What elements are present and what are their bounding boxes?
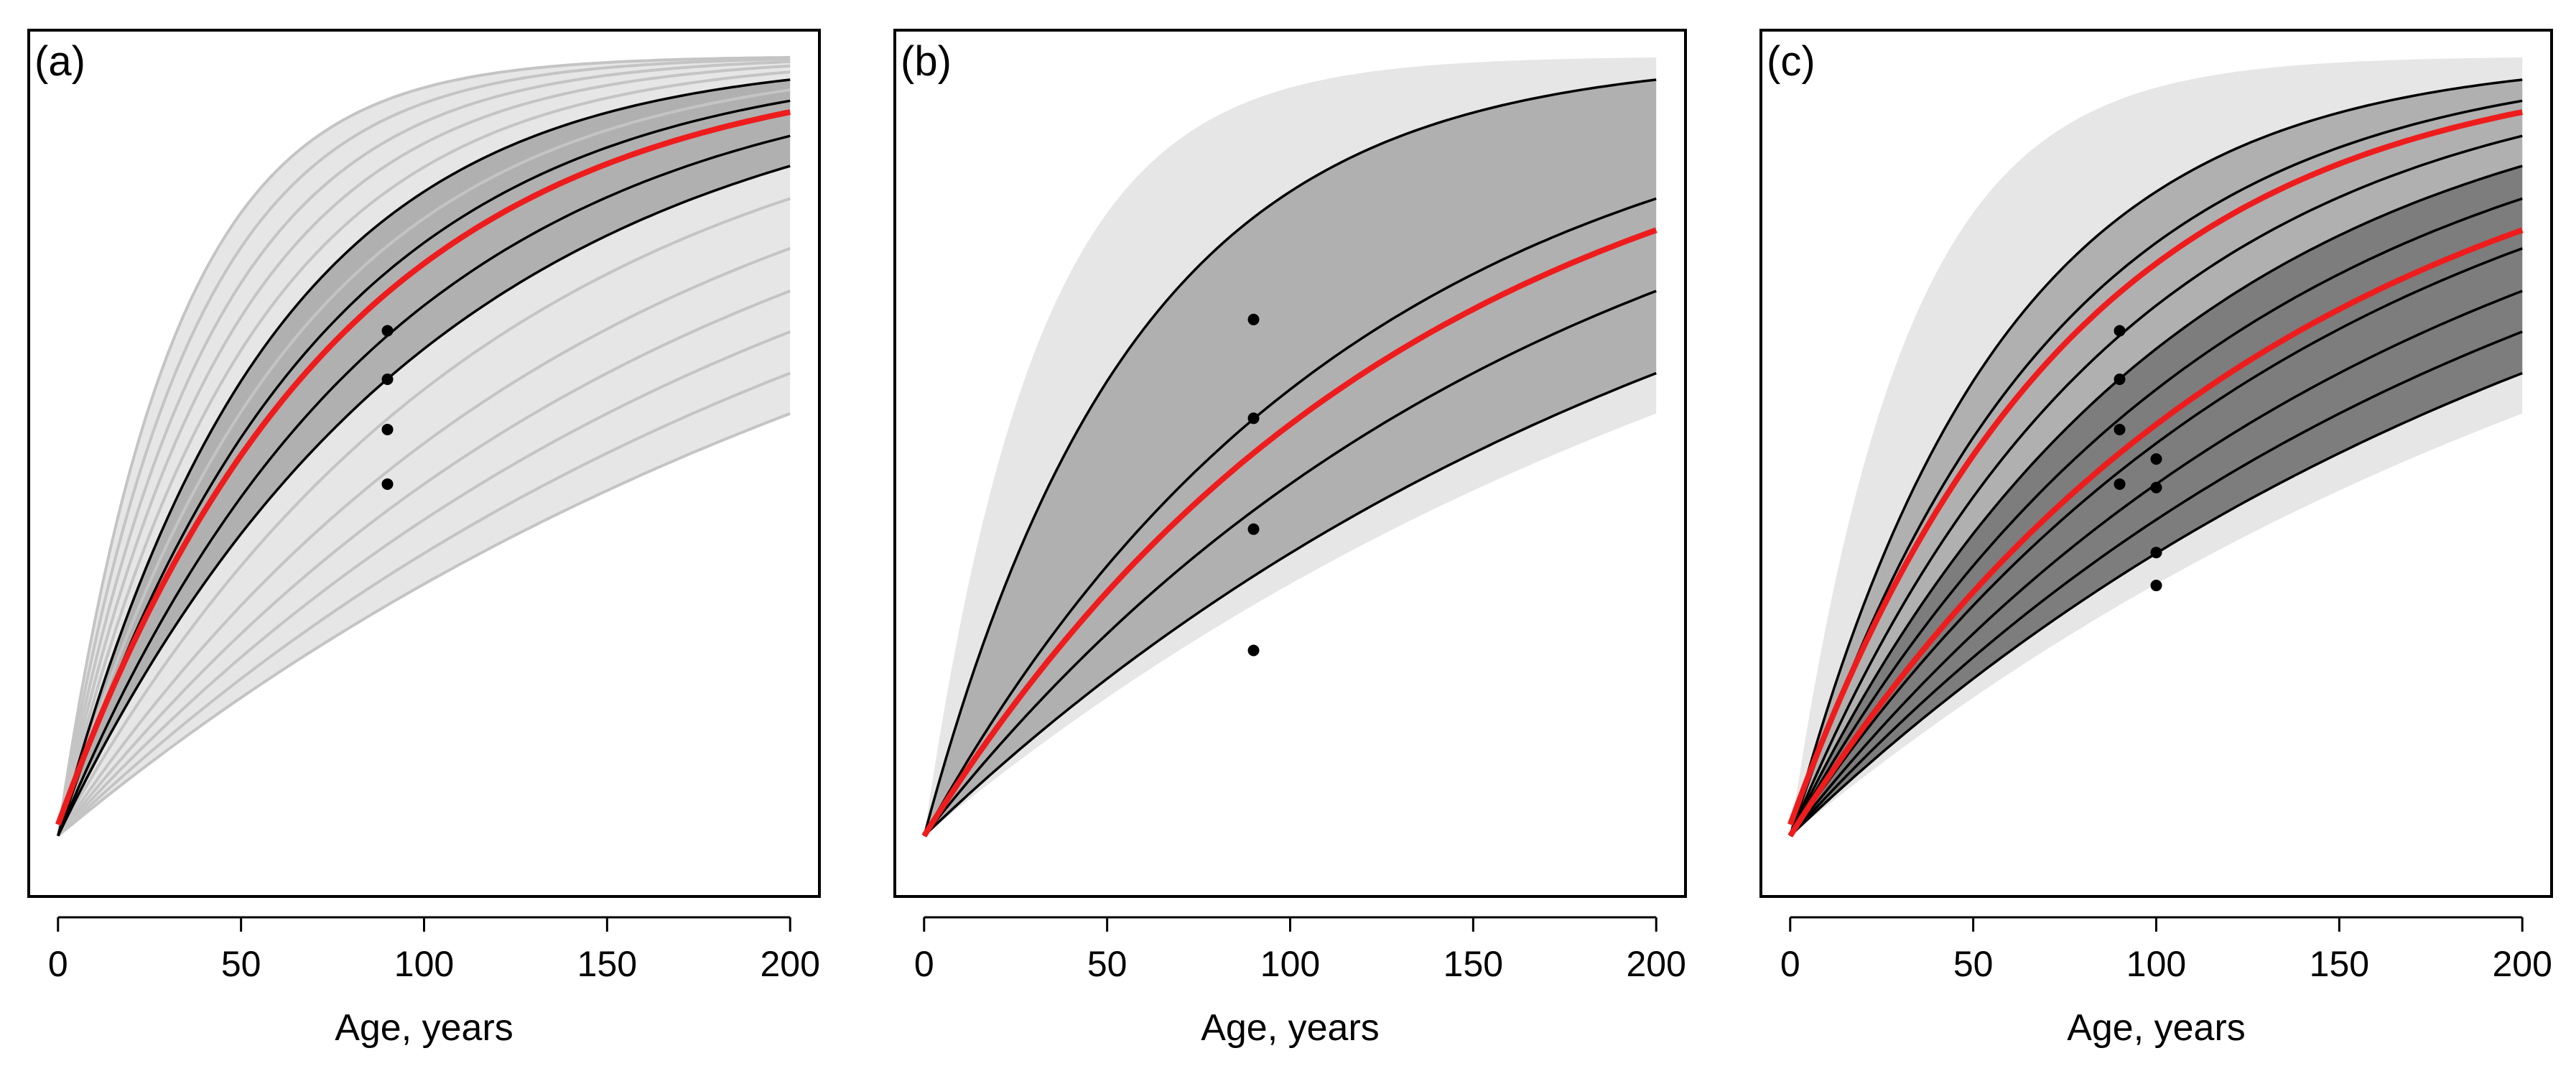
x-tick-label: 50: [1087, 944, 1127, 984]
x-tick-label: 200: [1627, 944, 1686, 984]
data-point: [1247, 313, 1260, 325]
data-point: [2114, 423, 2126, 435]
red-curve: [921, 227, 1657, 838]
black-curve: [1789, 164, 2523, 837]
gray-curve: [56, 88, 791, 837]
black-curve: [923, 197, 1657, 837]
red-curve: [55, 109, 791, 826]
x-tick-label: 100: [2126, 944, 2186, 984]
x-tick-label: 150: [577, 944, 637, 984]
black-curve: [1789, 134, 2523, 837]
black-curve: [923, 289, 1657, 837]
gray-curve: [56, 64, 791, 837]
data-point: [1247, 412, 1260, 425]
gray-curve: [57, 289, 791, 837]
plot-frame: [1759, 29, 2553, 898]
data-point: [2150, 481, 2162, 493]
data-point: [1247, 644, 1260, 657]
data-point: [1247, 523, 1260, 535]
black-curve: [1789, 78, 2523, 837]
gray-curve: [56, 57, 791, 836]
data-point: [381, 325, 394, 337]
black-curve: [1789, 99, 2523, 837]
data-point: [2114, 478, 2126, 490]
black-curve: [57, 134, 791, 837]
background-band: [57, 57, 791, 836]
plot-frame: [27, 29, 821, 898]
inner-band: [924, 80, 1657, 836]
gray-curve: [57, 330, 791, 837]
black-curve: [57, 164, 791, 837]
data-point: [2114, 325, 2126, 337]
data-point: [2150, 453, 2162, 465]
x-tick-label: 100: [394, 944, 454, 984]
x-tick-label: 150: [2310, 944, 2369, 984]
panel-label: (a): [34, 38, 85, 85]
black-curve: [923, 78, 1657, 837]
black-curve: [1789, 330, 2523, 837]
x-tick-label: 50: [221, 944, 261, 984]
panel-b: 0 50 100 150 200 Age, years (b): [893, 29, 1687, 1049]
x-tick-label: 100: [1260, 944, 1320, 984]
x-tick-label: 0: [48, 944, 68, 984]
dark-band: [1790, 166, 2523, 836]
panel-label: (c): [1767, 38, 1815, 85]
black-curve: [1789, 197, 2523, 837]
data-point: [381, 374, 394, 386]
x-tick-label: 200: [761, 944, 820, 984]
data-point: [2150, 547, 2162, 559]
plot-area: [1787, 57, 2524, 838]
black-curve: [1789, 247, 2523, 837]
gray-curve: [56, 55, 791, 836]
gray-curve: [57, 371, 791, 838]
panel-label: (b): [901, 38, 952, 85]
x-axis-title: Age, years: [2067, 1007, 2246, 1049]
x-tick-label: 200: [2493, 944, 2552, 984]
red-curve: [1787, 227, 2524, 838]
panel-c: 0 50 100 150 200 Age, years (c): [1759, 29, 2553, 1049]
red-curve: [1787, 109, 2523, 826]
panel-a: 0 50 100 150 200 Age, years (a): [27, 29, 821, 1049]
gray-curve: [57, 197, 791, 837]
plot-frame: [893, 29, 1687, 898]
x-axis-title: Age, years: [335, 1007, 513, 1049]
gray-curve: [57, 412, 791, 838]
data-point: [381, 478, 394, 490]
data-point: [381, 423, 394, 435]
x-tick-label: 150: [1443, 944, 1503, 984]
gray-curve: [56, 60, 791, 836]
x-tick-label: 0: [914, 944, 934, 984]
black-curve: [923, 371, 1657, 837]
data-point: [2150, 580, 2162, 592]
gray-curve: [57, 246, 791, 837]
x-tick-label: 50: [1953, 944, 1994, 984]
black-curve: [57, 78, 791, 837]
plot-area: [55, 55, 791, 838]
data-point: [2114, 374, 2126, 386]
plot-area: [921, 57, 1657, 838]
gray-curve: [56, 70, 791, 837]
black-curve: [57, 99, 791, 837]
x-tick-label: 0: [1780, 944, 1800, 984]
x-axis-title: Age, years: [1201, 1007, 1380, 1049]
